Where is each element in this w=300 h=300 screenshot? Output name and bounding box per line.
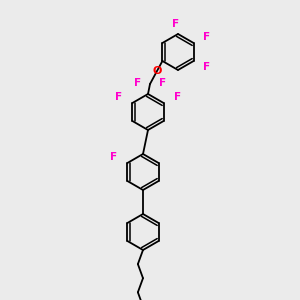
Text: F: F xyxy=(174,92,182,102)
Text: F: F xyxy=(203,32,210,42)
Text: F: F xyxy=(134,78,141,88)
Text: F: F xyxy=(115,92,122,102)
Text: O: O xyxy=(152,67,162,76)
Text: F: F xyxy=(172,19,180,29)
Text: F: F xyxy=(110,152,117,162)
Text: F: F xyxy=(203,62,210,72)
Text: F: F xyxy=(159,78,166,88)
